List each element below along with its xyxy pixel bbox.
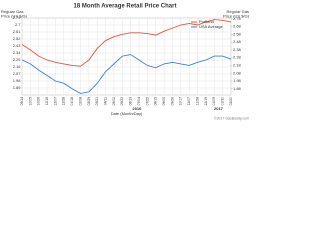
x-tick-label: 01/09 <box>212 97 216 106</box>
x-tick-label: 12/07 <box>53 97 57 106</box>
year-label: 2017 <box>214 106 224 111</box>
y-tick-label: 2.16 <box>13 64 22 69</box>
y-tick-label: 2.34 <box>13 50 22 55</box>
y-tick-label: 2.7 <box>15 22 21 27</box>
credit: ©2017 GasBuddy.com <box>214 116 249 120</box>
x-tick-label: 04/11 <box>103 97 107 105</box>
x-tick-label: 10/17 <box>179 97 183 106</box>
x-tick-label: 02/20 <box>229 97 233 106</box>
x-tick-label: 01/18 <box>70 97 74 106</box>
x-tick-label: 12/28 <box>62 97 66 106</box>
y-tick-label: 1.98 <box>13 78 22 83</box>
y2-tick-label: 2.08 <box>233 70 242 75</box>
y2-tick-label: 1.88 <box>233 86 242 91</box>
x-tick-label: 05/23 <box>120 97 124 106</box>
x-tick-label: 09/26 <box>170 97 174 106</box>
y-tick-label: 2.43 <box>13 43 22 48</box>
y-tick-label: 2.25 <box>13 57 22 62</box>
x-tick-label: 11/16 <box>45 97 49 105</box>
y-tick-label: 2.07 <box>13 71 22 76</box>
x-tick-label: 07/04 <box>137 97 141 106</box>
y2-tick-label: 2.68 <box>233 24 242 29</box>
plot-area <box>21 17 232 96</box>
chart-title: 18 Month Average Retail Price Chart <box>74 4 177 10</box>
chart: 18 Month Average Retail Price Chart Regu… <box>0 0 250 121</box>
y2-tick-label: 2.58 <box>233 31 242 36</box>
x-tick-label: 11/28 <box>195 97 199 105</box>
y2-tick-label: 2.18 <box>233 63 242 68</box>
year-label: 2016 <box>132 106 142 111</box>
x-tick-label: 09/14 <box>20 97 24 106</box>
x-axis-title: Date (Month/Day) <box>111 111 143 116</box>
x-tick-label: 12/19 <box>204 97 208 106</box>
x-tick-label: 09/05 <box>162 97 166 106</box>
x-tick-label: 10/26 <box>37 97 41 106</box>
y-tick-label: 2.61 <box>13 29 22 34</box>
y2-tick-label: 2.48 <box>233 39 242 44</box>
y2-tick-label: 2.28 <box>233 55 242 60</box>
x-tick-label: 07/25 <box>145 97 149 106</box>
y2-tick-label: 1.98 <box>233 78 242 83</box>
x-tick-label: 05/02 <box>112 97 116 106</box>
x-tick-label: 11/07 <box>187 97 191 105</box>
x-tick-label: 08/15 <box>154 97 158 106</box>
series-line <box>21 19 232 67</box>
x-tick-label: 03/21 <box>95 97 99 106</box>
legend-label: Portland <box>199 19 214 24</box>
legend-label: USA Average <box>199 24 223 29</box>
series-line <box>21 54 232 94</box>
x-tick-label: 01/30 <box>221 97 225 106</box>
x-tick-label: 02/08 <box>78 97 82 106</box>
y-tick-label: 2.79 <box>13 15 22 20</box>
y-tick-label: 1.89 <box>13 85 22 90</box>
x-tick-label: 02/29 <box>87 97 91 106</box>
axis-title: Regular Gas Price (US $/G) <box>223 9 250 19</box>
x-tick-label: 10/05 <box>28 97 32 106</box>
axis-title: Regular Gas Price (US $/G) <box>1 9 28 19</box>
x-tick-label: 06/13 <box>129 97 133 106</box>
y-tick-label: 2.52 <box>13 36 22 41</box>
y2-tick-label: 2.38 <box>233 47 242 52</box>
y2-tick-label: 2.78 <box>233 16 242 21</box>
